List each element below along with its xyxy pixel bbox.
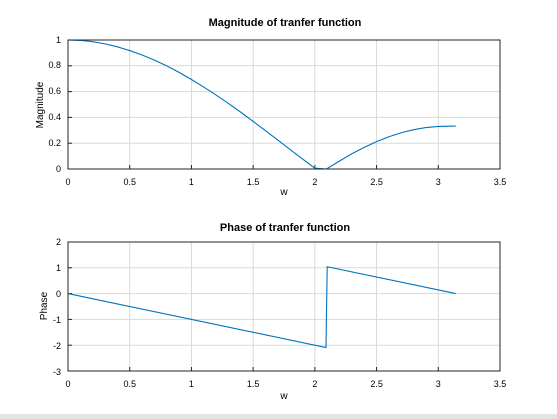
phase-plot: Phase of tranfer function -3 -2 -1 0 1 2…: [39, 222, 506, 402]
phase-series-line: [67, 266, 456, 349]
magnitude-y-ticks: 0 0.2 0.4 0.6 0.8 1: [48, 35, 61, 174]
magnitude-plot: Magnitude of tranfer function 0 0.2 0.4 …: [35, 17, 506, 198]
phase-y-axis-label: Phase: [39, 291, 50, 320]
phase-y-ticks: -3 -2 -1 0 1 2: [53, 237, 61, 377]
phase-ytick-label: -1: [53, 315, 61, 325]
magnitude-xtick-label: 0: [65, 177, 70, 187]
magnitude-x-ticks: 0 0.5 1 1.5 2 2.5 3 3.5: [65, 177, 506, 187]
phase-xtick-label: 0.5: [123, 379, 136, 389]
magnitude-ytick-label: 0.4: [48, 112, 61, 122]
phase-grid: [67, 241, 501, 372]
phase-ytick-label: 2: [56, 237, 61, 247]
phase-xtick-label: 1: [189, 379, 194, 389]
phase-ytick-label: -2: [53, 341, 61, 351]
magnitude-xtick-label: 0.5: [123, 177, 136, 187]
magnitude-x-axis-label: w: [279, 187, 288, 198]
phase-xtick-label: 3: [436, 379, 441, 389]
magnitude-xtick-label: 2: [312, 177, 317, 187]
phase-xtick-label: 0: [65, 379, 70, 389]
magnitude-title: Magnitude of tranfer function: [209, 17, 362, 29]
phase-ytick-label: -3: [53, 367, 61, 377]
magnitude-series-line: [67, 39, 456, 170]
phase-axes-frame: [67, 241, 501, 372]
magnitude-axes-frame: [67, 39, 501, 170]
magnitude-xtick-label: 2.5: [370, 177, 383, 187]
magnitude-ytick-label: 0.6: [48, 86, 61, 96]
magnitude-ytick-label: 0: [56, 164, 61, 174]
phase-x-axis-label: w: [279, 391, 288, 402]
magnitude-xtick-label: 3: [436, 177, 441, 187]
phase-title: Phase of tranfer function: [220, 222, 350, 234]
magnitude-ytick-label: 1: [56, 35, 61, 45]
magnitude-grid: [67, 39, 501, 170]
phase-x-ticks: 0 0.5 1 1.5 2 2.5 3 3.5: [65, 379, 506, 389]
phase-xtick-label: 1.5: [247, 379, 260, 389]
magnitude-xtick-label: 1.5: [247, 177, 260, 187]
magnitude-y-axis-label: Magnitude: [35, 81, 46, 128]
window-bottom-edge: [0, 414, 557, 419]
phase-xtick-label: 2.5: [370, 379, 383, 389]
phase-xtick-label: 2: [312, 379, 317, 389]
magnitude-ytick-label: 0.2: [48, 138, 61, 148]
phase-xtick-label: 3.5: [494, 379, 507, 389]
phase-ytick-label: 1: [56, 263, 61, 273]
magnitude-xtick-label: 1: [189, 177, 194, 187]
magnitude-ytick-label: 0.8: [48, 60, 61, 70]
phase-ytick-label: 0: [56, 289, 61, 299]
magnitude-xtick-label: 3.5: [494, 177, 507, 187]
